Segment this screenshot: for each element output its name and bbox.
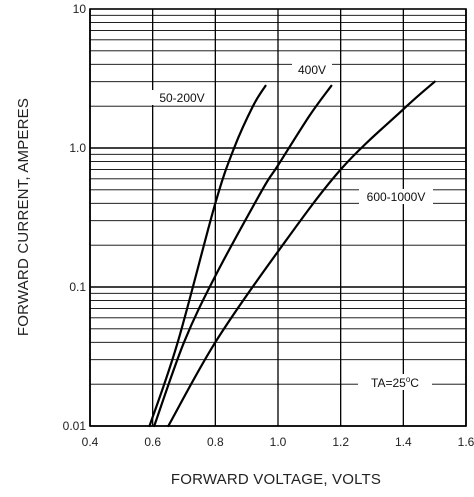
x-tick-label: 0.4 [82,435,99,449]
y-tick-label: 0.01 [63,419,87,433]
y-tick-label: 1.0 [69,141,86,155]
curve-label-bg [151,90,213,105]
plot-frame [89,8,467,427]
y-tick-label: 0.1 [69,280,86,294]
series-line-2 [153,84,333,428]
x-tick-label: 1.4 [395,435,412,449]
grid [89,9,467,427]
tick-labels: 0.4 0.6 0.8 1.0 1.2 1.4 1.6 0.01 0.1 1.0 10 [63,2,474,449]
x-tick-label: 1.6 [458,435,474,449]
curve-label-bg [292,62,332,77]
series-line-3 [167,80,436,428]
temperature-annotation: TA=25oC [371,375,419,390]
y-tick-label: 10 [73,2,87,16]
y-axis-title: FORWARD CURRENT, AMPERES [15,98,32,336]
curves [148,80,436,428]
series-line-1 [148,84,267,428]
curve-label: 600-1000V [367,190,426,204]
curve-label: 400V [298,63,326,77]
x-axis-title: FORWARD VOLTAGE, VOLTS [171,471,381,488]
annotation-bg [358,374,432,390]
curve-label: 50-200V [159,91,204,105]
x-tick-label: 1.0 [270,435,287,449]
x-tick-label: 1.2 [332,435,349,449]
x-tick-label: 0.8 [207,435,224,449]
x-tick-label: 0.6 [144,435,161,449]
curve-label-bg [359,189,433,204]
curve-labels: 50-200V 400V 600-1000V TA=25oC [151,62,433,390]
